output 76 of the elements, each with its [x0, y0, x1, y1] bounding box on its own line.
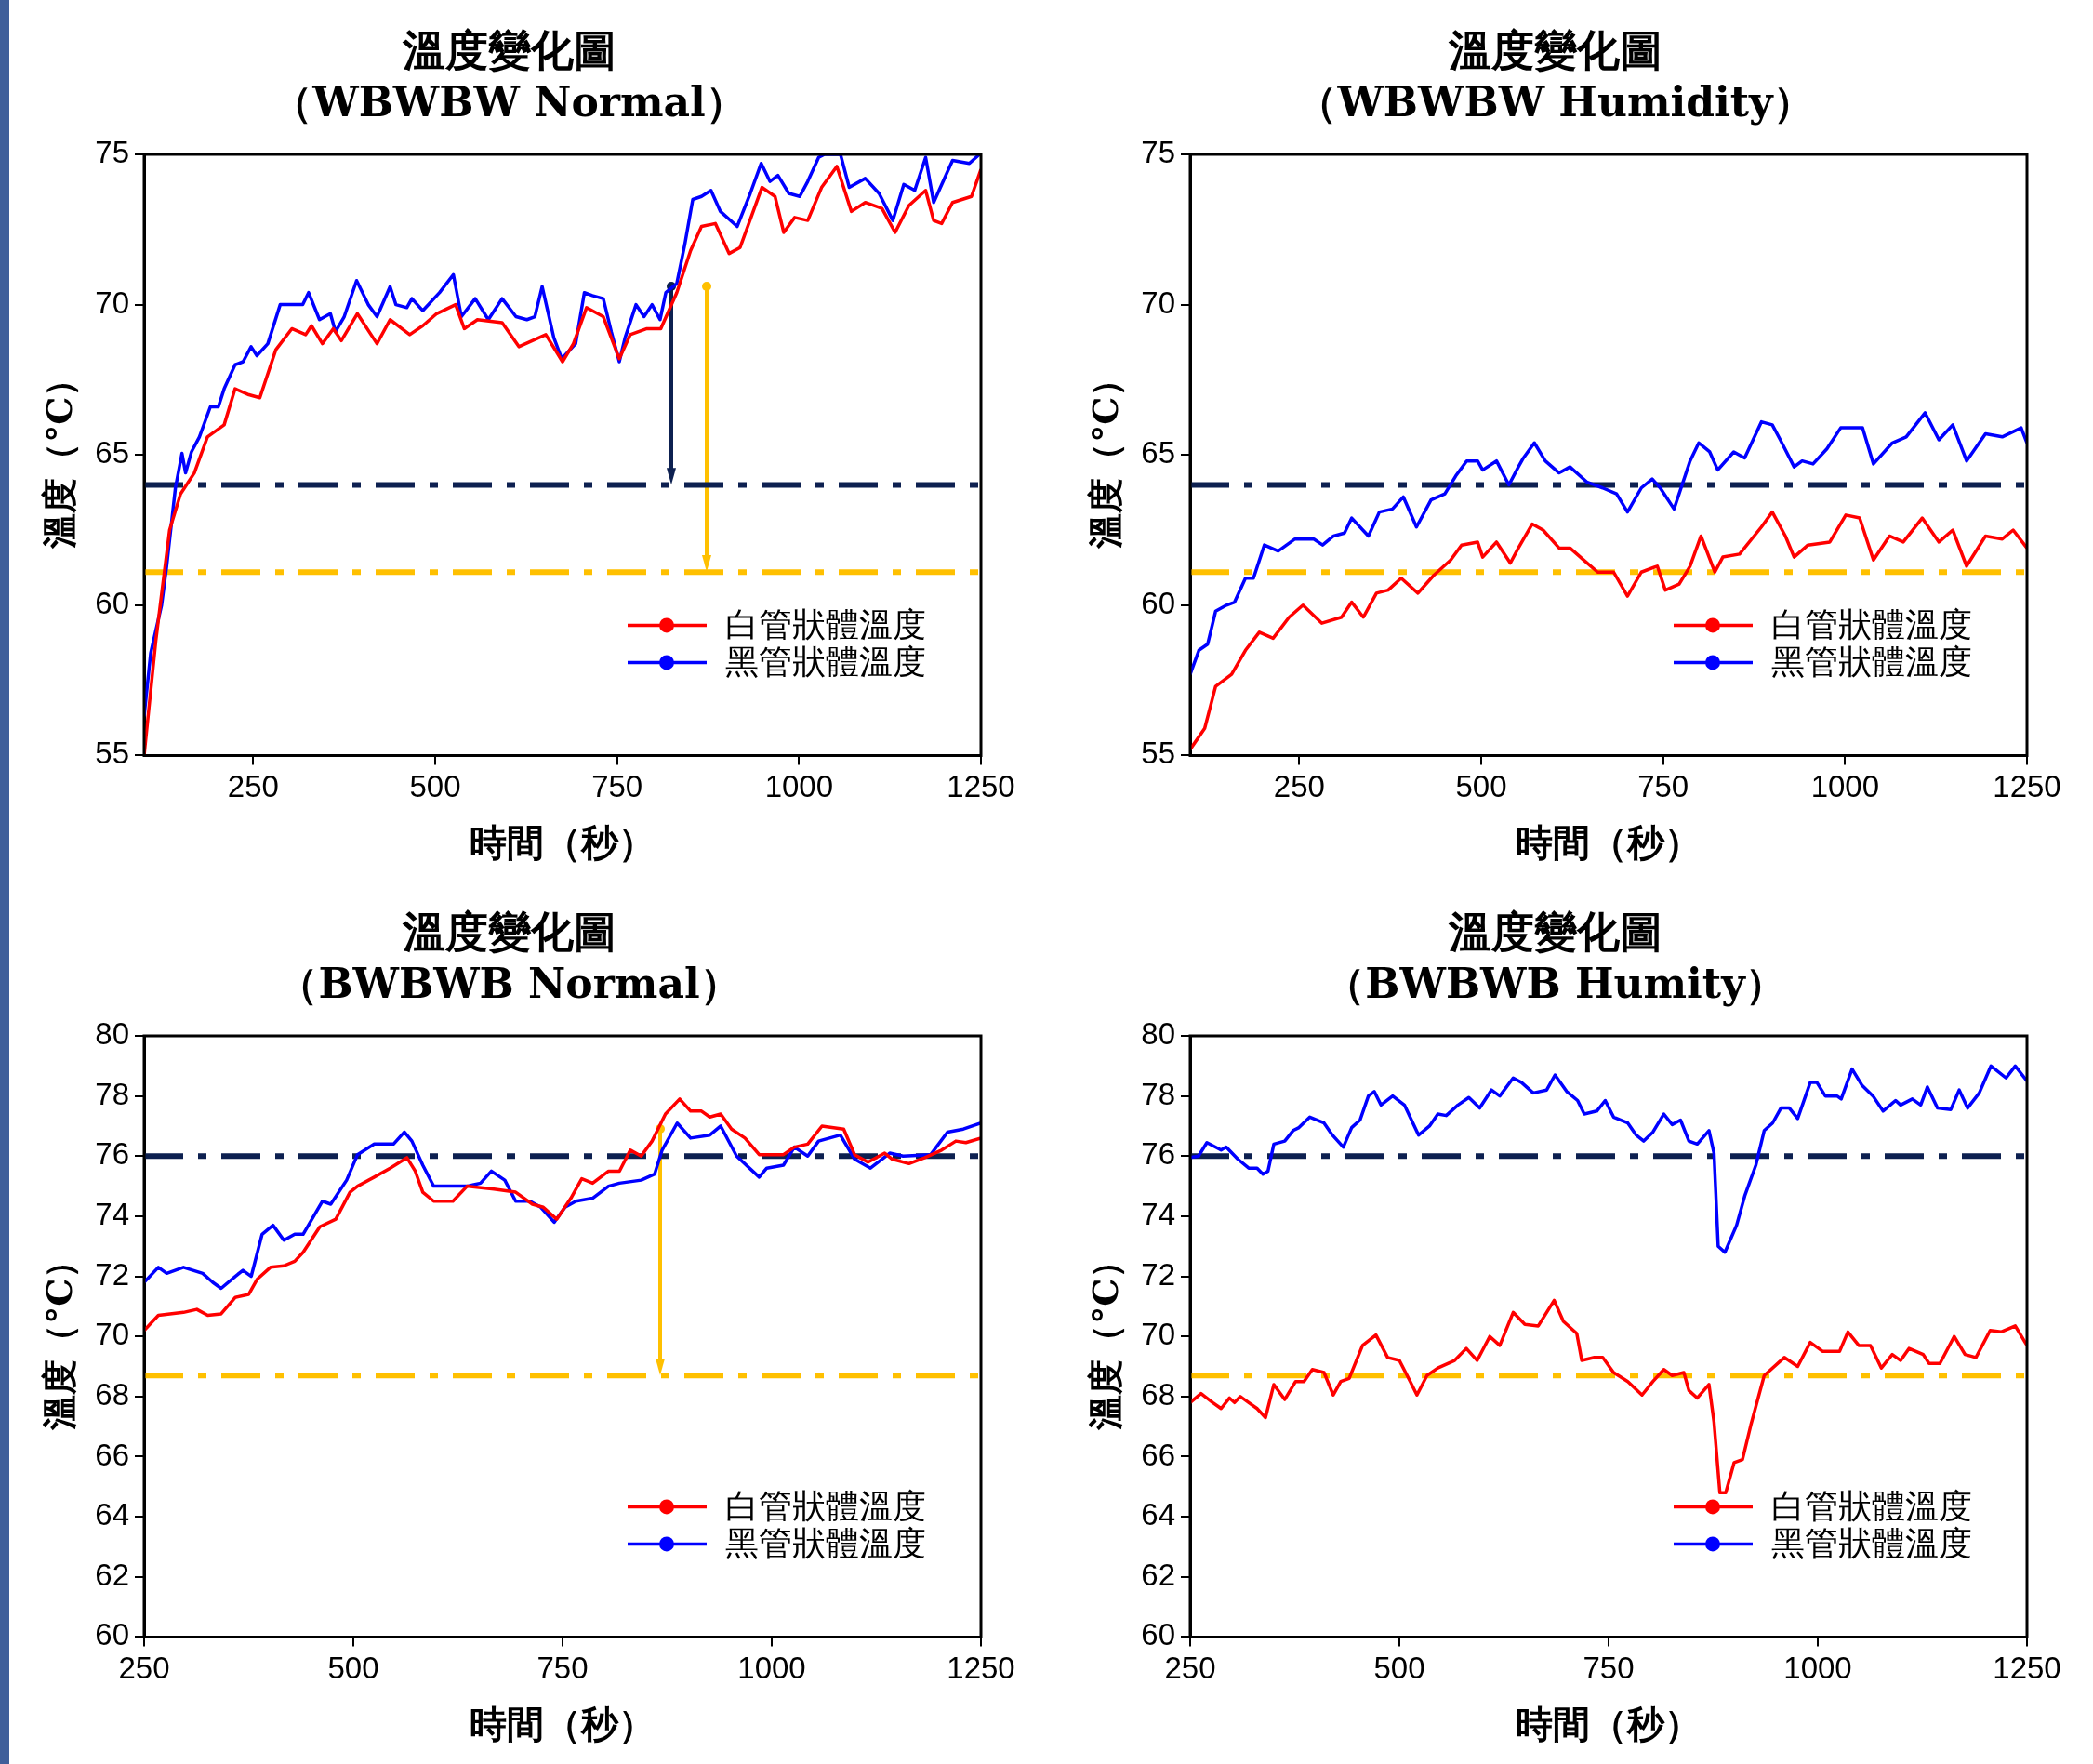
x-axis-title: 時間（秒）: [1516, 820, 1702, 865]
legend-label: 黑管狀體溫度: [1771, 1523, 1972, 1562]
y-tick-label: 76: [95, 1136, 129, 1172]
x-tick-label: 1250: [947, 769, 1015, 804]
x-tick-label: 250: [227, 769, 279, 804]
y-tick-label: 68: [1141, 1376, 1175, 1412]
legend-label: 白管狀體溫度: [725, 604, 926, 643]
chart-title: 溫度變化圖: [1447, 24, 1662, 75]
x-tick-label: 750: [1583, 1651, 1635, 1686]
x-tick-label: 1250: [1993, 769, 2061, 804]
chart-subtitle: （WBWBW Normal）: [272, 78, 747, 126]
y-axis-title: 溫度（°C）: [37, 361, 80, 550]
x-tick-label: 500: [409, 769, 461, 804]
x-axis-title: 時間（秒）: [470, 1702, 656, 1746]
y-tick-label: 60: [95, 585, 129, 620]
x-tick-label: 250: [1164, 1651, 1216, 1686]
legend-label: 白管狀體溫度: [1771, 604, 1972, 643]
y-tick-label: 64: [1141, 1497, 1175, 1532]
y-tick-label: 64: [95, 1497, 129, 1532]
chart-title: 溫度變化圖: [401, 24, 616, 75]
y-axis-title: 溫度（°C）: [1083, 361, 1126, 550]
y-tick-label: 65: [1141, 435, 1175, 471]
y-tick-label: 72: [95, 1256, 129, 1292]
y-tick-label: 74: [1141, 1197, 1175, 1232]
y-tick-label: 62: [1141, 1557, 1175, 1592]
y-tick-label: 66: [1141, 1437, 1175, 1472]
x-tick-label: 750: [1637, 769, 1689, 804]
y-tick-label: 72: [1141, 1256, 1175, 1292]
y-tick-label: 80: [1141, 1016, 1175, 1052]
x-axis-title: 時間（秒）: [1516, 1702, 1702, 1746]
y-tick-label: 68: [95, 1376, 129, 1412]
y-tick-label: 60: [1141, 1617, 1175, 1652]
y-tick-label: 70: [1141, 1317, 1175, 1352]
legend-label: 白管狀體溫度: [725, 1486, 926, 1525]
x-tick-label: 500: [1373, 1651, 1425, 1686]
x-tick-label: 500: [327, 1651, 379, 1686]
y-tick-label: 60: [1141, 585, 1175, 620]
x-tick-label: 250: [118, 1651, 170, 1686]
y-tick-label: 66: [95, 1437, 129, 1472]
y-tick-label: 75: [95, 135, 129, 170]
chart-subtitle: （BWBWB Humity）: [1324, 960, 1786, 1008]
x-tick-label: 1000: [1783, 1651, 1852, 1686]
y-tick-label: 80: [95, 1016, 129, 1052]
x-tick-label: 1000: [1810, 769, 1880, 804]
y-tick-label: 78: [1141, 1076, 1175, 1111]
x-tick-label: 750: [536, 1651, 589, 1686]
y-tick-label: 70: [95, 285, 129, 320]
y-tick-label: 62: [95, 1557, 129, 1592]
y-tick-label: 70: [1141, 285, 1175, 320]
legend-label: 白管狀體溫度: [1771, 1486, 1972, 1525]
x-tick-label: 750: [591, 769, 643, 804]
y-tick-label: 65: [95, 435, 129, 471]
y-tick-label: 55: [1141, 736, 1175, 771]
legend-label: 黑管狀體溫度: [725, 642, 926, 681]
y-tick-label: 78: [95, 1076, 129, 1111]
y-axis-title: 溫度（°C）: [37, 1242, 80, 1431]
chart-subtitle: （BWBWB Normal）: [277, 960, 741, 1008]
y-tick-label: 55: [95, 736, 129, 771]
x-tick-label: 500: [1455, 769, 1507, 804]
x-tick-label: 1250: [1993, 1651, 2061, 1686]
x-tick-label: 1000: [737, 1651, 806, 1686]
x-tick-label: 250: [1273, 769, 1325, 804]
legend-label: 黑管狀體溫度: [725, 1523, 926, 1562]
y-tick-label: 74: [95, 1197, 129, 1232]
chart-title: 溫度變化圖: [1447, 906, 1662, 957]
x-tick-label: 1250: [947, 1651, 1015, 1686]
chart-subtitle: （WBWBW Humidity）: [1296, 78, 1814, 126]
x-tick-label: 1000: [764, 769, 834, 804]
y-tick-label: 76: [1141, 1136, 1175, 1172]
y-tick-label: 60: [95, 1617, 129, 1652]
chart-title: 溫度變化圖: [401, 906, 616, 957]
x-axis-title: 時間（秒）: [470, 820, 656, 865]
y-tick-label: 70: [95, 1317, 129, 1352]
y-axis-title: 溫度（°C）: [1083, 1242, 1126, 1431]
legend-label: 黑管狀體溫度: [1771, 642, 1972, 681]
y-tick-label: 75: [1141, 135, 1175, 170]
